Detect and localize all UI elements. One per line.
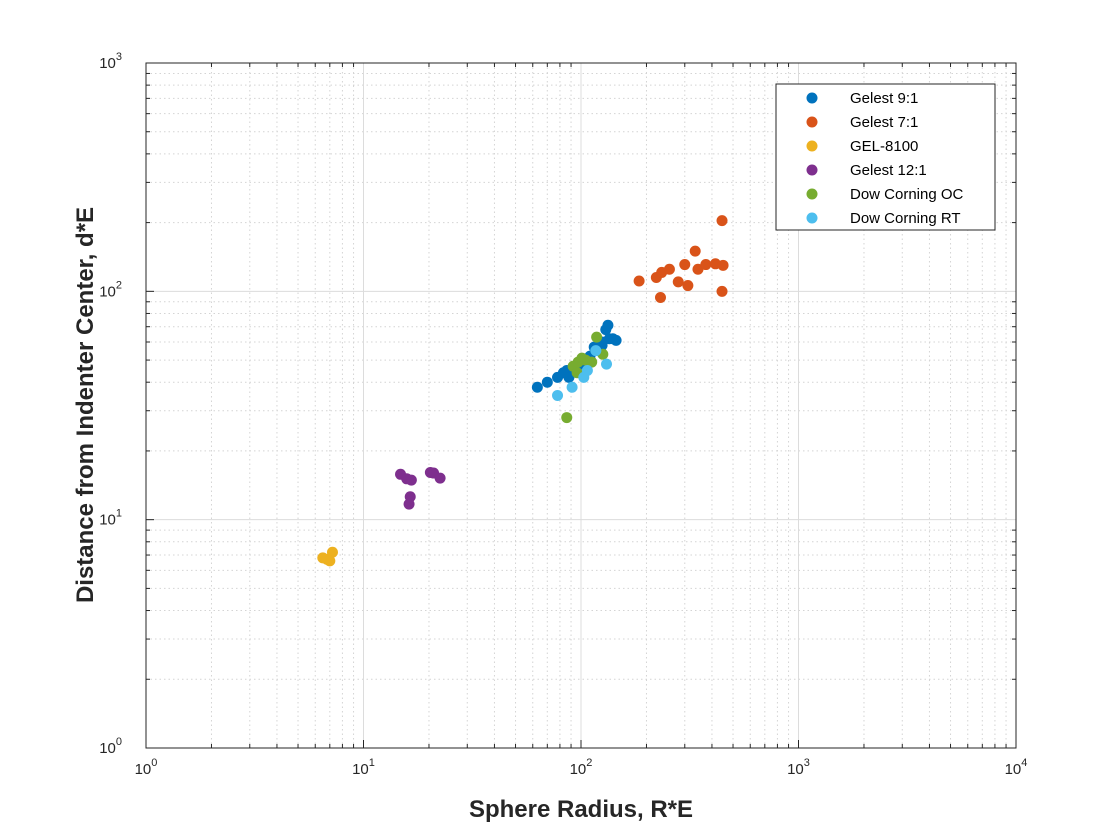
- legend-label: GEL-8100: [850, 138, 918, 155]
- x-tick-label: 101: [352, 757, 375, 778]
- data-point: [566, 381, 578, 393]
- y-tick-labels: 100 101 102 103: [99, 51, 122, 757]
- legend-marker: [806, 212, 818, 224]
- data-point: [405, 474, 417, 486]
- legend-marker: [806, 92, 818, 104]
- y-tick-label: 101: [99, 508, 122, 529]
- y-axis-title: Distance from Indenter Center, d*E: [72, 207, 99, 603]
- data-point: [403, 498, 415, 510]
- data-point: [716, 215, 728, 227]
- data-point: [689, 245, 701, 257]
- series-3: [395, 466, 446, 510]
- legend-label: Gelest 12:1: [850, 162, 927, 179]
- data-point: [581, 365, 593, 377]
- series-2: [317, 546, 338, 567]
- data-point: [654, 291, 666, 303]
- series-1: [633, 215, 729, 303]
- data-point: [586, 356, 598, 368]
- data-point: [434, 472, 446, 484]
- data-point: [601, 358, 613, 370]
- y-tick-label: 103: [99, 51, 122, 72]
- data-point: [682, 280, 694, 292]
- x-axis-title: Sphere Radius, R*E: [469, 796, 693, 823]
- data-point: [324, 555, 336, 567]
- legend-label: Dow Corning OC: [850, 186, 964, 203]
- x-tick-label: 100: [135, 757, 158, 778]
- data-point: [541, 376, 553, 388]
- y-tick-label: 102: [99, 279, 122, 300]
- data-point: [700, 259, 712, 271]
- data-point: [591, 331, 603, 343]
- data-point: [531, 381, 543, 393]
- data-point: [326, 546, 338, 558]
- data-point: [672, 276, 684, 288]
- legend-marker: [806, 164, 818, 176]
- y-tick-label: 100: [99, 736, 122, 757]
- data-point: [610, 334, 622, 346]
- data-point: [716, 285, 728, 297]
- legend-label: Gelest 9:1: [850, 90, 918, 107]
- data-point: [663, 263, 675, 275]
- legend-marker: [806, 116, 818, 128]
- legend-marker: [806, 188, 818, 200]
- x-tick-label: 102: [570, 757, 593, 778]
- legend-label: Dow Corning RT: [850, 210, 961, 227]
- data-point: [633, 275, 645, 287]
- series-5: [552, 345, 613, 401]
- data-point: [602, 319, 614, 331]
- data-point: [590, 345, 602, 357]
- data-points: [317, 215, 729, 567]
- x-tick-labels: 100 101 102 103 104: [135, 757, 1028, 778]
- data-point: [679, 259, 691, 271]
- data-point: [717, 259, 729, 271]
- minor-grid: [146, 63, 1016, 748]
- legend-label: Gelest 7:1: [850, 114, 918, 131]
- data-point: [552, 389, 564, 401]
- x-tick-label: 103: [787, 757, 810, 778]
- axis-ticks: [145, 62, 1017, 749]
- legend-box: [775, 83, 996, 231]
- x-tick-label: 104: [1005, 757, 1028, 778]
- data-point: [561, 412, 573, 424]
- legend: Gelest 9:1 Gelest 7:1 GEL-8100 Gelest 12:1 D…: [775, 83, 996, 231]
- axes-box: [145, 62, 1017, 749]
- legend-marker: [806, 140, 818, 152]
- data-point: [563, 371, 575, 383]
